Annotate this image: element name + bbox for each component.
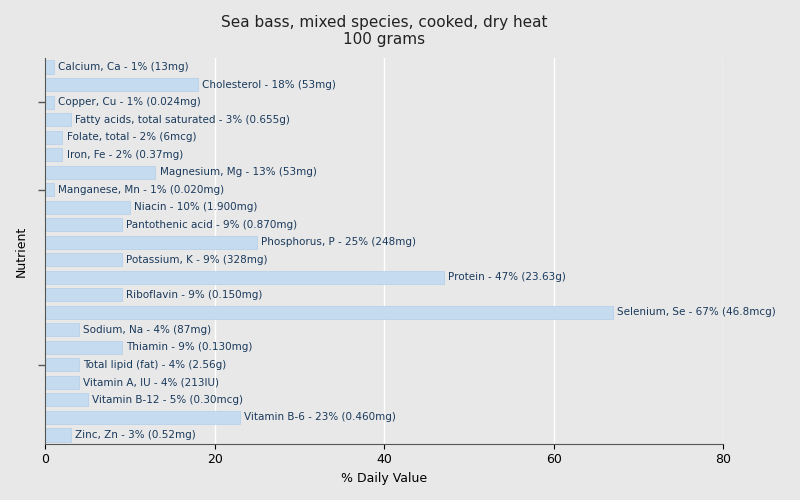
Text: Magnesium, Mg - 13% (53mg): Magnesium, Mg - 13% (53mg)	[160, 167, 317, 177]
Text: Selenium, Se - 67% (46.8mcg): Selenium, Se - 67% (46.8mcg)	[618, 308, 776, 318]
Text: Manganese, Mn - 1% (0.020mg): Manganese, Mn - 1% (0.020mg)	[58, 184, 224, 194]
Text: Cholesterol - 18% (53mg): Cholesterol - 18% (53mg)	[202, 80, 336, 90]
Text: Copper, Cu - 1% (0.024mg): Copper, Cu - 1% (0.024mg)	[58, 97, 201, 107]
Text: Vitamin A, IU - 4% (213IU): Vitamin A, IU - 4% (213IU)	[83, 378, 219, 388]
Text: Vitamin B-6 - 23% (0.460mg): Vitamin B-6 - 23% (0.460mg)	[245, 412, 396, 422]
Bar	[46, 113, 70, 126]
Bar	[46, 306, 613, 319]
Title: Sea bass, mixed species, cooked, dry heat
100 grams: Sea bass, mixed species, cooked, dry hea…	[221, 15, 547, 48]
Bar	[46, 411, 240, 424]
Y-axis label: Nutrient: Nutrient	[15, 226, 28, 276]
Bar	[46, 183, 54, 196]
Bar	[46, 218, 122, 232]
Bar	[46, 148, 62, 161]
Text: Total lipid (fat) - 4% (2.56g): Total lipid (fat) - 4% (2.56g)	[83, 360, 226, 370]
Text: Zinc, Zn - 3% (0.52mg): Zinc, Zn - 3% (0.52mg)	[75, 430, 196, 440]
Bar	[46, 288, 122, 302]
Bar	[46, 200, 130, 214]
Text: Calcium, Ca - 1% (13mg): Calcium, Ca - 1% (13mg)	[58, 62, 189, 72]
Text: Vitamin B-12 - 5% (0.30mcg): Vitamin B-12 - 5% (0.30mcg)	[92, 395, 243, 405]
Text: Sodium, Na - 4% (87mg): Sodium, Na - 4% (87mg)	[83, 325, 212, 335]
Text: Protein - 47% (23.63g): Protein - 47% (23.63g)	[448, 272, 566, 282]
Bar	[46, 60, 54, 74]
Bar	[46, 78, 198, 91]
Text: Riboflavin - 9% (0.150mg): Riboflavin - 9% (0.150mg)	[126, 290, 262, 300]
Bar	[46, 428, 70, 442]
Bar	[46, 130, 62, 143]
Bar	[46, 236, 257, 249]
Bar	[46, 96, 54, 108]
Bar	[46, 270, 443, 284]
Text: Thiamin - 9% (0.130mg): Thiamin - 9% (0.130mg)	[126, 342, 252, 352]
Text: Pantothenic acid - 9% (0.870mg): Pantothenic acid - 9% (0.870mg)	[126, 220, 297, 230]
Text: Iron, Fe - 2% (0.37mg): Iron, Fe - 2% (0.37mg)	[66, 150, 182, 160]
Text: Phosphorus, P - 25% (248mg): Phosphorus, P - 25% (248mg)	[262, 237, 416, 247]
Bar	[46, 253, 122, 266]
Text: Folate, total - 2% (6mcg): Folate, total - 2% (6mcg)	[66, 132, 196, 142]
Bar	[46, 166, 155, 178]
Bar	[46, 324, 79, 336]
Bar	[46, 358, 79, 372]
Text: Fatty acids, total saturated - 3% (0.655g): Fatty acids, total saturated - 3% (0.655…	[75, 114, 290, 124]
Bar	[46, 341, 122, 354]
Text: Potassium, K - 9% (328mg): Potassium, K - 9% (328mg)	[126, 255, 267, 265]
Bar	[46, 394, 88, 406]
X-axis label: % Daily Value: % Daily Value	[341, 472, 427, 485]
Text: Niacin - 10% (1.900mg): Niacin - 10% (1.900mg)	[134, 202, 258, 212]
Bar	[46, 376, 79, 389]
